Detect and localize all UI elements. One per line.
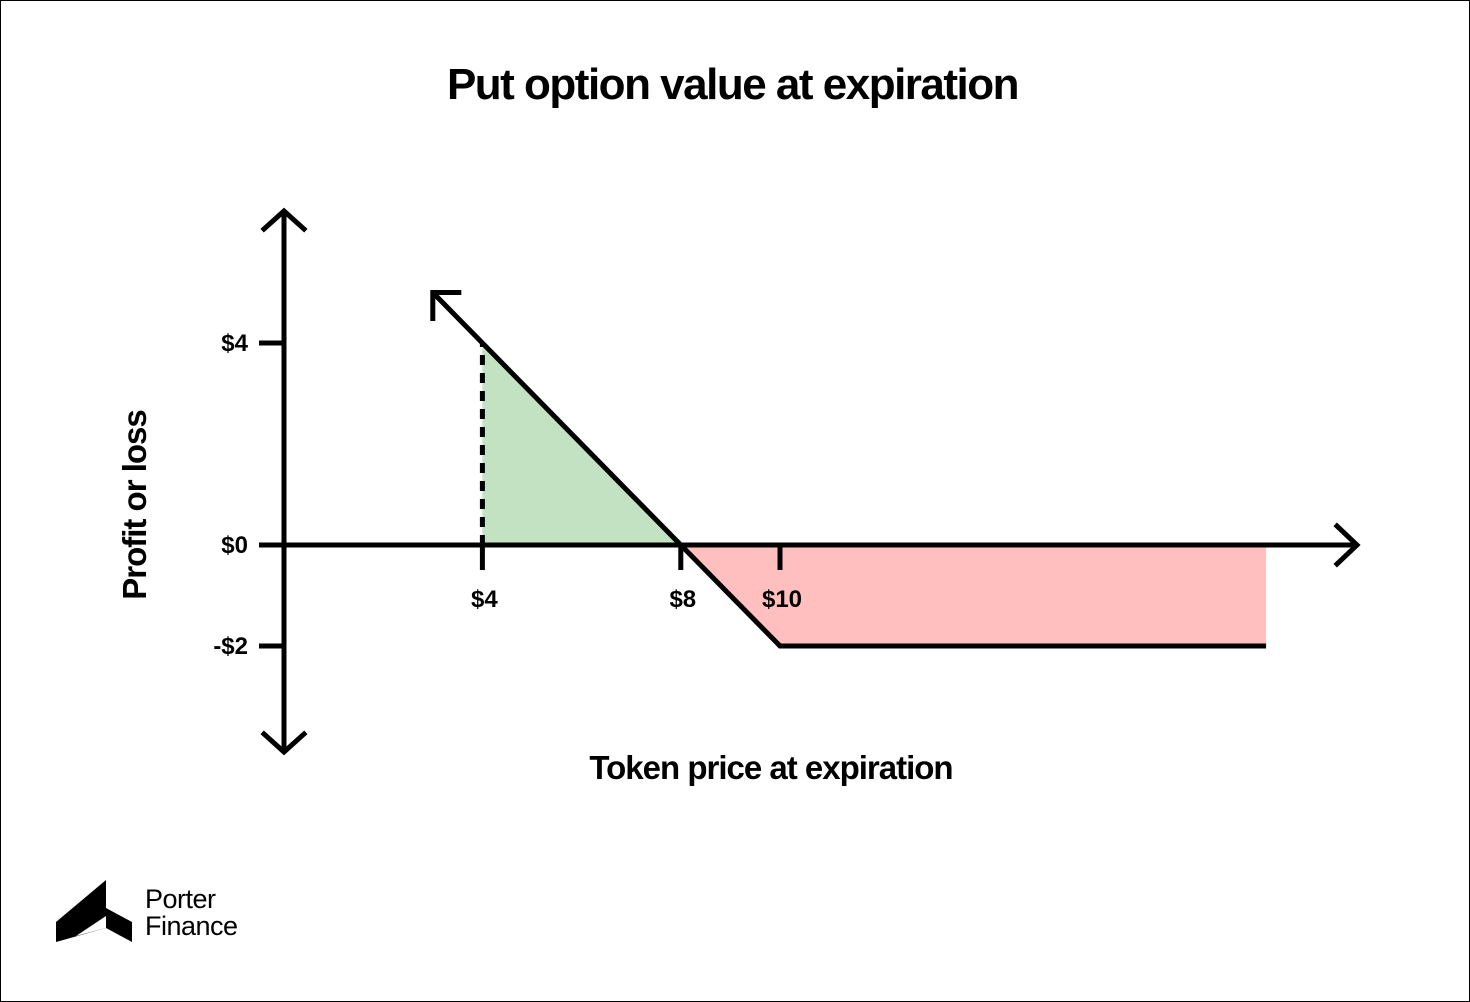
axes	[260, 207, 1361, 756]
ticks: $4 $8 $10 $4 $0 -$2	[213, 330, 802, 660]
y-tick-label: $4	[221, 330, 248, 357]
logo-line-2: Finance	[145, 911, 238, 941]
loss-region	[680, 545, 1267, 646]
x-axis-arrow	[1333, 522, 1361, 568]
x-tick-label: $4	[471, 586, 498, 613]
x-tick-label: $10	[762, 586, 802, 613]
y-tick-label: -$2	[213, 633, 248, 660]
y-tick-label: $0	[221, 532, 248, 559]
payoff-line-arrow	[430, 290, 462, 321]
porter-logo-icon	[56, 880, 132, 942]
y-axis-label: Profit or loss	[116, 410, 153, 600]
y-axis-arrow-up	[260, 207, 308, 233]
fill-regions	[482, 343, 1267, 646]
chart-title: Put option value at expiration	[446, 60, 1020, 109]
porter-finance-logo: Porter Finance	[54, 876, 274, 946]
logo-line-1: Porter	[145, 884, 216, 914]
x-axis-label: Token price at expiration	[589, 749, 952, 786]
y-axis-arrow-down	[260, 730, 308, 756]
x-tick-label: $8	[669, 586, 696, 613]
